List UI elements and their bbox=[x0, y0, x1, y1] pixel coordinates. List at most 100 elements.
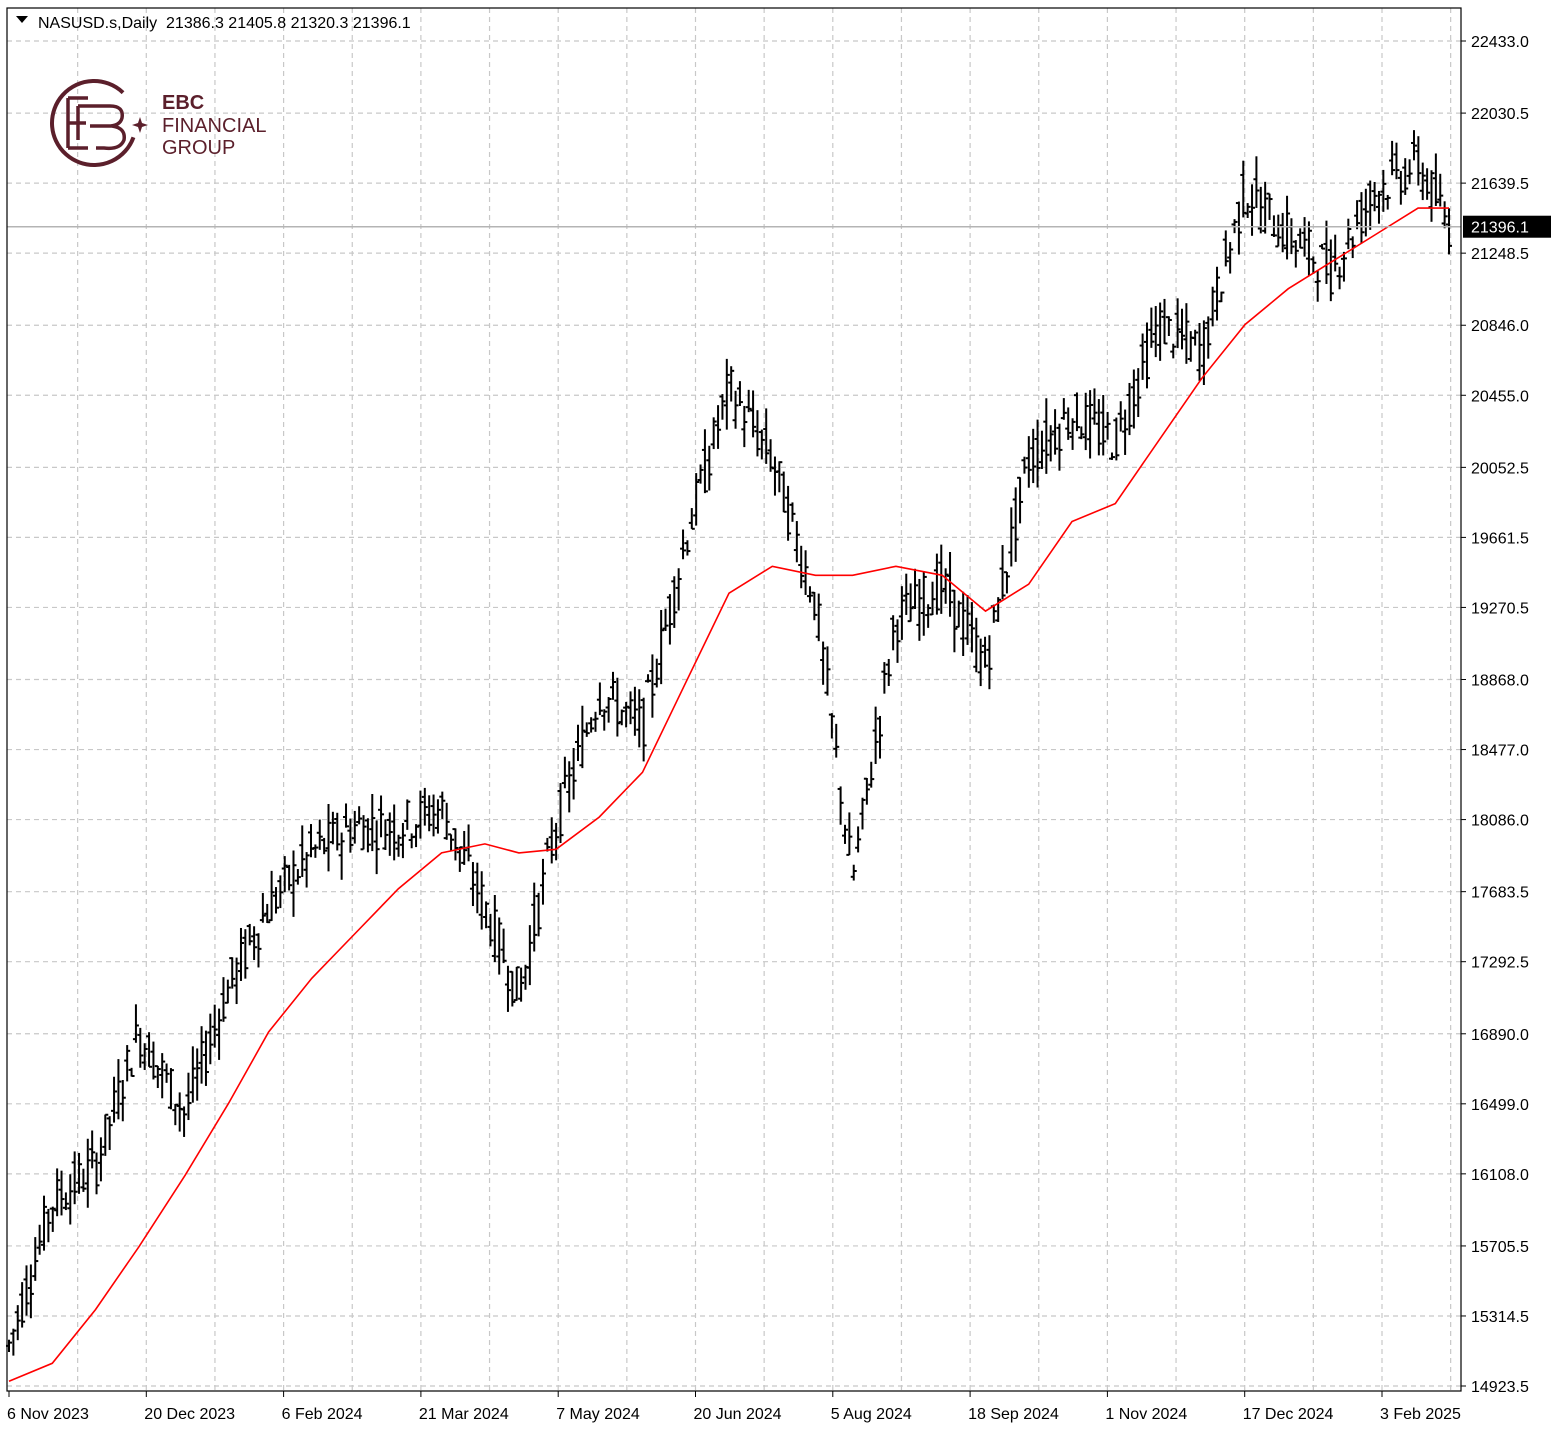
price-bar bbox=[1314, 270, 1321, 302]
price-bar bbox=[150, 1041, 157, 1080]
price-bar bbox=[645, 674, 652, 683]
y-tick-label: 16108.0 bbox=[1471, 1167, 1529, 1184]
price-bar bbox=[325, 803, 332, 872]
y-tick-label: 18868.0 bbox=[1471, 673, 1529, 690]
price-bar bbox=[820, 641, 827, 685]
price-bar bbox=[1073, 392, 1080, 432]
price-bar bbox=[1008, 507, 1015, 567]
price-bar bbox=[106, 1116, 113, 1150]
price-bar bbox=[771, 456, 778, 496]
price-bar bbox=[535, 892, 542, 937]
price-bar bbox=[312, 844, 319, 858]
chart-grid bbox=[7, 8, 1461, 1391]
price-bar bbox=[67, 1174, 74, 1225]
price-bar bbox=[960, 591, 967, 657]
price-bar bbox=[1384, 194, 1391, 210]
y-tick-label: 16499.0 bbox=[1471, 1097, 1529, 1114]
price-bar bbox=[1375, 190, 1382, 224]
price-bar bbox=[97, 1137, 104, 1182]
price-bar bbox=[1227, 242, 1234, 274]
price-bar bbox=[448, 833, 455, 851]
price-bar bbox=[824, 646, 831, 696]
price-bar bbox=[723, 358, 730, 430]
price-bar bbox=[1065, 407, 1072, 440]
price-bar bbox=[229, 957, 236, 989]
x-tick-label: 1 Nov 2024 bbox=[1105, 1406, 1187, 1423]
y-tick-label: 22433.0 bbox=[1471, 34, 1529, 51]
price-bar bbox=[767, 439, 774, 472]
price-bar bbox=[754, 410, 761, 457]
y-tick-label: 20846.0 bbox=[1471, 318, 1529, 335]
price-bar bbox=[1441, 201, 1448, 229]
price-bar bbox=[588, 717, 595, 733]
price-bar bbox=[111, 1076, 118, 1123]
price-bar bbox=[194, 1048, 201, 1101]
symbol-info: NASUSD.s,Daily 21386.3 21405.8 21320.3 2… bbox=[38, 15, 411, 32]
price-bar bbox=[947, 552, 954, 617]
price-bar bbox=[391, 804, 398, 861]
price-bar bbox=[281, 856, 288, 893]
time-axis: 6 Nov 2023 20 Dec 2023 6 Feb 2024 21 Mar 20… bbox=[7, 1391, 1461, 1423]
price-bar bbox=[688, 508, 695, 530]
price-bar bbox=[649, 654, 656, 718]
price-bar bbox=[671, 576, 678, 628]
price-bar bbox=[1301, 217, 1308, 257]
price-bar bbox=[1410, 130, 1417, 161]
price-bar bbox=[45, 1208, 52, 1243]
price-bar bbox=[837, 786, 844, 825]
price-bar bbox=[1354, 200, 1361, 230]
y-tick-label: 14923.5 bbox=[1471, 1379, 1529, 1396]
price-bar bbox=[618, 709, 625, 726]
price-bar bbox=[1030, 428, 1037, 484]
price-bar bbox=[715, 405, 722, 449]
price-bar bbox=[80, 1168, 87, 1192]
price-bar bbox=[658, 609, 665, 685]
price-bar bbox=[1170, 343, 1177, 359]
price-bar bbox=[793, 521, 800, 563]
price-bar bbox=[614, 677, 621, 737]
price-bar bbox=[1095, 399, 1102, 456]
price-bar bbox=[868, 761, 875, 788]
current-price-label: 21396.1 bbox=[1471, 220, 1529, 237]
price-bar bbox=[211, 1004, 218, 1048]
price-bar bbox=[1017, 476, 1024, 524]
price-bar bbox=[1003, 571, 1010, 594]
price-bar bbox=[329, 811, 336, 845]
price-bar bbox=[920, 571, 927, 636]
price-bar bbox=[1135, 368, 1142, 417]
price-bar bbox=[167, 1068, 174, 1110]
price-bar bbox=[343, 803, 350, 828]
price-bar bbox=[290, 850, 297, 917]
y-tick-label: 21248.5 bbox=[1471, 246, 1529, 263]
price-bar bbox=[583, 722, 590, 737]
price-bar bbox=[1437, 173, 1444, 207]
price-bar bbox=[758, 429, 765, 460]
y-tick-label: 20455.0 bbox=[1471, 388, 1529, 405]
price-bars bbox=[6, 130, 1452, 1356]
price-bar bbox=[154, 1065, 161, 1089]
price-bar bbox=[1345, 218, 1352, 250]
price-bar bbox=[176, 1092, 183, 1132]
price-bar bbox=[115, 1059, 122, 1120]
price-axis: 22433.0 22030.5 21639.5 21248.5 20846.0 20455… bbox=[1461, 34, 1551, 1396]
price-bar bbox=[1117, 401, 1124, 432]
price-bar bbox=[973, 617, 980, 673]
price-bar bbox=[36, 1224, 43, 1255]
price-bar bbox=[548, 817, 555, 864]
price-bar bbox=[596, 682, 603, 716]
price-bar bbox=[890, 615, 897, 651]
price-bar bbox=[128, 1067, 135, 1077]
price-bar bbox=[198, 1026, 205, 1084]
price-bar bbox=[251, 926, 258, 961]
price-bar bbox=[570, 747, 577, 800]
y-tick-label: 19661.5 bbox=[1471, 530, 1529, 547]
price-bar bbox=[1310, 256, 1317, 274]
price-bar bbox=[220, 977, 227, 1022]
price-bar bbox=[268, 870, 275, 922]
price-bar bbox=[1424, 168, 1431, 200]
price-bar bbox=[58, 1170, 65, 1216]
price-bar bbox=[49, 1206, 56, 1232]
chevron-down-icon[interactable] bbox=[16, 16, 28, 23]
price-bar bbox=[833, 723, 840, 758]
